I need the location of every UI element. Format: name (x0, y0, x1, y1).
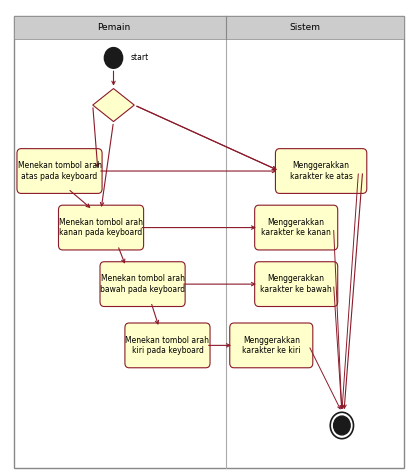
FancyBboxPatch shape (17, 149, 102, 193)
FancyBboxPatch shape (230, 323, 313, 368)
Text: start: start (130, 54, 148, 63)
Text: Menggerakkan
karakter ke bawah: Menggerakkan karakter ke bawah (260, 274, 332, 294)
FancyBboxPatch shape (100, 262, 185, 307)
Text: Menekan tombol arah
atas pada keyboard: Menekan tombol arah atas pada keyboard (18, 161, 102, 181)
Text: Menggerakkan
karakter ke atas: Menggerakkan karakter ke atas (290, 161, 352, 181)
FancyBboxPatch shape (59, 205, 144, 250)
Text: Sistem: Sistem (289, 23, 320, 32)
Text: Pemain: Pemain (97, 23, 130, 32)
FancyBboxPatch shape (125, 323, 210, 368)
Circle shape (330, 412, 354, 438)
FancyBboxPatch shape (275, 149, 367, 193)
FancyBboxPatch shape (14, 16, 404, 39)
Polygon shape (93, 89, 134, 121)
Text: Menekan tombol arah
kanan pada keyboard: Menekan tombol arah kanan pada keyboard (59, 218, 143, 237)
FancyBboxPatch shape (14, 16, 404, 468)
FancyBboxPatch shape (255, 262, 338, 307)
Text: Menggerakkan
karakter ke kiri: Menggerakkan karakter ke kiri (242, 336, 301, 355)
Text: Menekan tombol arah
bawah pada keyboard: Menekan tombol arah bawah pada keyboard (100, 274, 185, 294)
Text: Menekan tombol arah
kiri pada keyboard: Menekan tombol arah kiri pada keyboard (125, 336, 209, 355)
Circle shape (334, 416, 350, 435)
FancyBboxPatch shape (255, 205, 338, 250)
Text: Menggerakkan
karakter ke kanan: Menggerakkan karakter ke kanan (261, 218, 331, 237)
Circle shape (104, 47, 122, 68)
